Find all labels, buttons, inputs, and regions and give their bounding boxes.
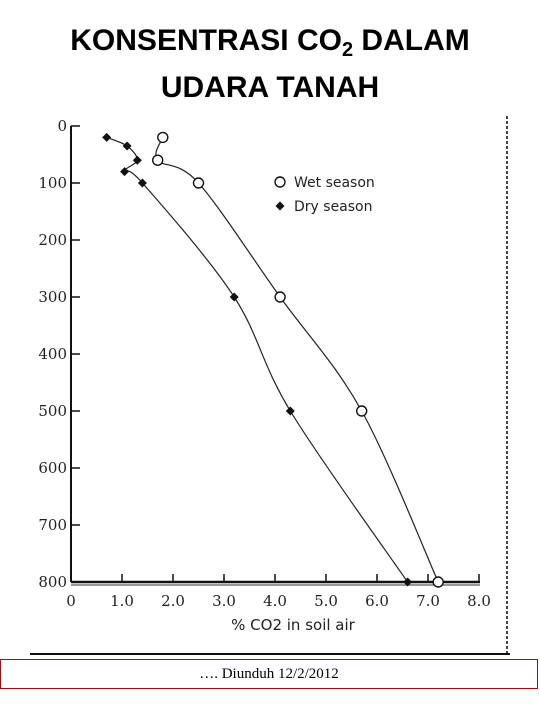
legend-marker-1 <box>274 176 286 188</box>
legend-label-1: Wet season <box>294 175 375 191</box>
data-point-series-2 <box>285 406 295 416</box>
title-text-2: DALAM <box>353 24 470 57</box>
x-tick-label: 1.0 <box>110 592 134 610</box>
data-point-series-2 <box>132 155 142 165</box>
title-text-1: KONSENTRASI CO <box>70 24 342 57</box>
title-line-1: KONSENTRASI CO2 DALAM <box>0 22 540 69</box>
data-point-series-2 <box>229 292 239 302</box>
x-tick-label: 0 <box>66 592 76 610</box>
y-tick-label: 500 <box>38 402 67 420</box>
x-axis-title: % CO2 in soil air <box>231 616 356 634</box>
title-subscript: 2 <box>341 39 354 61</box>
x-tick-label: 3.0 <box>212 592 236 610</box>
legend-label-2: Dry season <box>294 199 373 215</box>
chart-figure: 0 100 200 300 400 500 600 700 800 0 1.0 2.0 3.0 4.0 5.… <box>0 108 540 656</box>
legend-marker-2 <box>275 201 285 211</box>
footer-box: …. Diunduh 12/2/2012 <box>0 659 538 689</box>
x-tick-label: 2.0 <box>161 592 185 610</box>
x-tick-label: 5.0 <box>314 592 338 610</box>
y-tick-label: 600 <box>38 459 67 477</box>
y-tick-label: 100 <box>38 174 67 192</box>
x-tick-label: 7.0 <box>416 592 440 610</box>
data-point-series-1 <box>151 154 164 166</box>
y-tick-label: 700 <box>38 516 67 534</box>
series-line-2 <box>106 136 409 583</box>
data-point-series-1 <box>432 576 444 588</box>
data-point-series-2 <box>403 577 413 587</box>
data-point-series-1 <box>192 177 205 189</box>
x-tick-label: 8.0 <box>467 592 491 610</box>
data-point-series-1 <box>356 405 368 417</box>
x-tick-label: 4.0 <box>263 592 287 610</box>
y-tick-label: 0 <box>57 117 67 135</box>
title-line-2: UDARA TANAH <box>160 71 380 104</box>
y-tick-label: 800 <box>38 573 67 591</box>
y-tick-label: 200 <box>38 231 67 249</box>
slide-title: KONSENTRASI CO2 DALAM UDARA TANAH <box>0 22 540 107</box>
y-tick-label: 400 <box>38 345 67 363</box>
x-tick-label: 6.0 <box>365 592 389 610</box>
data-point-series-2 <box>137 178 147 188</box>
data-point-series-1 <box>274 291 286 303</box>
series-lines <box>106 136 439 583</box>
data-point-series-1 <box>157 131 169 144</box>
data-point-series-2 <box>122 141 132 151</box>
y-tick-label: 300 <box>38 288 67 306</box>
footer-text: …. Diunduh 12/2/2012 <box>199 665 339 682</box>
data-point-series-2 <box>102 132 112 142</box>
series-markers <box>102 131 444 588</box>
legend: Wet season Dry season <box>274 175 375 215</box>
data-point-series-2 <box>120 167 130 177</box>
